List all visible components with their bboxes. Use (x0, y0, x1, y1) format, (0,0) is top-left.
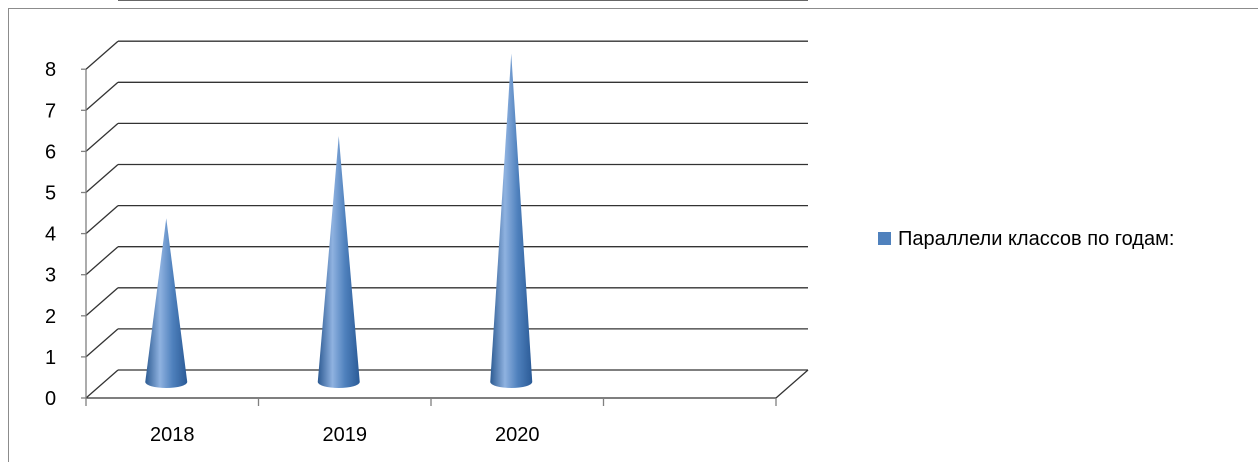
x-tick-label: 2018 (150, 424, 195, 446)
cone-2018 (145, 218, 188, 389)
y-tick-label: 3 (45, 265, 56, 287)
gridline-side (85, 40, 119, 70)
gridline-side (85, 246, 119, 276)
cone-2019 (317, 136, 360, 389)
y-tick-label: 2 (45, 306, 56, 328)
gridline-side (85, 205, 119, 235)
series-cones (145, 53, 533, 389)
gridline-side (85, 287, 119, 317)
cone-body (145, 218, 188, 389)
y-tick-label: 0 (45, 388, 56, 410)
y-tick-label: 1 (45, 347, 56, 369)
y-tick-label: 4 (45, 224, 56, 246)
gridline-side (85, 122, 119, 152)
cone-body (490, 53, 533, 389)
gridline-side (85, 328, 119, 358)
gridlines (85, 0, 809, 399)
legend-label-series: Параллели классов по годам: (898, 228, 1174, 250)
gridline-side (85, 164, 119, 193)
legend-swatch (878, 232, 891, 245)
cone-2020 (490, 53, 533, 389)
y-tick-label: 7 (45, 100, 56, 122)
y-tick-label: 5 (45, 183, 56, 205)
cone-body (317, 136, 360, 389)
y-tick-label: 6 (45, 141, 56, 163)
x-tick-label: 2019 (323, 424, 368, 446)
axes: 0 1 2 3 4 5 6 7 8 2018 2019 2020 (45, 59, 777, 446)
chart-area (8, 8, 1258, 462)
legend: Параллели классов по годам: (878, 228, 1174, 250)
y-tick-label: 8 (45, 59, 56, 81)
gridline-side (85, 369, 119, 399)
x-tick-label: 2020 (495, 424, 540, 446)
gridline-side (85, 81, 119, 111)
floor-right-edge (775, 369, 809, 399)
